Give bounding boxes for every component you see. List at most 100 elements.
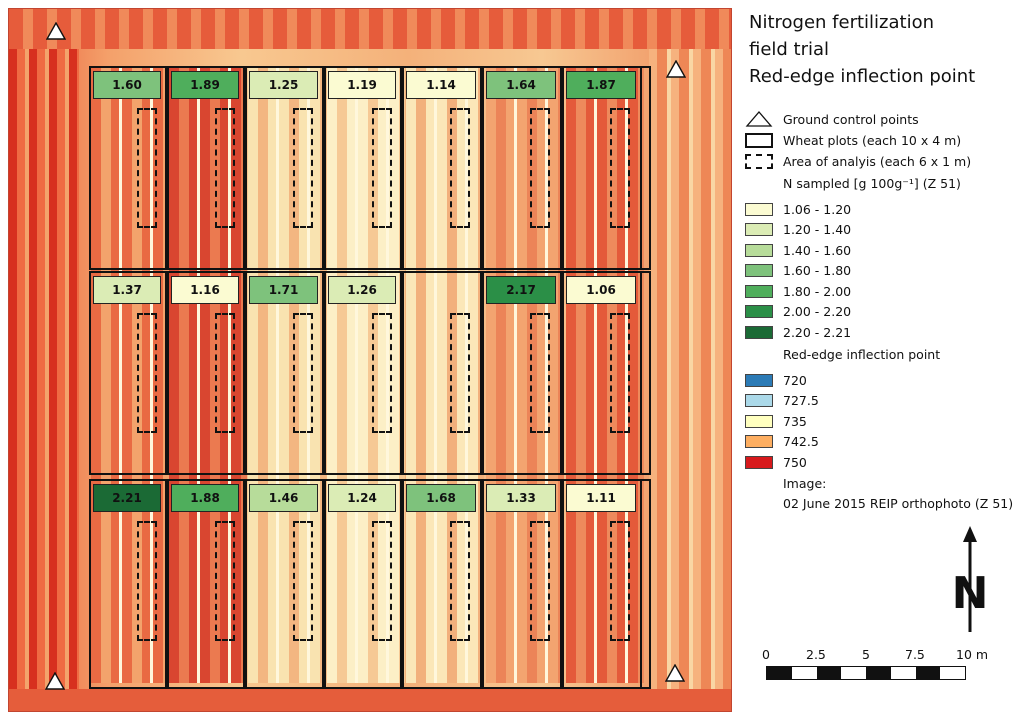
legend-n-class-row: 2.00 - 2.20 — [745, 303, 851, 321]
plot-n-value-label: 2.17 — [486, 276, 556, 304]
north-arrow-icon: N — [952, 526, 989, 632]
plot-n-value-label: 1.46 — [249, 484, 318, 512]
analysis-area — [293, 108, 313, 228]
plot-n-value-label: 1.26 — [328, 276, 396, 304]
legend-n-class-label: 2.20 - 2.21 — [783, 324, 852, 340]
plot-n-value-label: 1.88 — [171, 484, 239, 512]
legend-title-line-3: Red-edge inflection point — [749, 66, 976, 87]
plot-n-value-label: 1.33 — [486, 484, 556, 512]
ground-control-point-icon — [46, 22, 66, 40]
legend-aoa-label: Area of analyis (each 6 x 1 m) — [783, 153, 972, 169]
legend-n-class-label: 1.20 - 1.40 — [783, 222, 852, 237]
legend-n-heading: N sampled [g 100g⁻¹] (Z 51) — [783, 176, 961, 191]
analysis-area — [450, 313, 470, 433]
analysis-area — [215, 521, 235, 641]
right-margin-strip — [649, 49, 731, 689]
legend-n-class-swatch — [745, 223, 773, 236]
wheat-plot — [167, 479, 245, 689]
wheat-plot — [89, 66, 167, 270]
scale-bar — [766, 666, 966, 680]
ground-control-point-icon — [666, 60, 686, 78]
legend-n-class-swatch — [745, 305, 773, 318]
wheat-plot — [562, 479, 642, 689]
plot-n-value-label: 1.14 — [406, 71, 476, 99]
wheat-plot — [402, 479, 482, 689]
plot-n-value-label: 1.24 — [328, 484, 396, 512]
plot-n-value-label: 1.71 — [249, 276, 318, 304]
analysis-area — [137, 521, 157, 641]
legend-n-class-label: 1.06 - 1.20 — [783, 201, 852, 217]
legend-reip-class-swatch — [745, 373, 773, 387]
legend-reip-heading: Red-edge inflection point — [783, 347, 941, 362]
analysis-area — [293, 521, 313, 641]
legend-reip-class-row: 742.5 — [745, 433, 819, 451]
wheat-plot — [324, 66, 402, 270]
field-strip — [327, 67, 405, 683]
wheat-plot — [245, 271, 324, 475]
triangle-icon — [745, 111, 773, 127]
analysis-area — [372, 108, 392, 228]
legend-reip-class-swatch — [745, 455, 773, 469]
scale-tick-4: 10 m — [956, 647, 989, 662]
analysis-area — [530, 313, 550, 433]
analysis-area — [530, 108, 550, 228]
legend-reip-class-row: 750 — [745, 453, 807, 471]
wheat-plot — [167, 66, 245, 270]
legend-reip-class-swatch — [745, 394, 773, 407]
plot-n-value-label: 2.21 — [93, 484, 161, 512]
legend-reip-class-label: 750 — [783, 454, 807, 470]
field-strip — [406, 67, 484, 683]
plot-n-value-label: 1.37 — [93, 276, 161, 304]
wheat-plot — [324, 271, 402, 475]
plot-n-value-label: 1.60 — [93, 71, 161, 99]
field-strip — [566, 67, 644, 683]
north-label: N — [952, 568, 989, 619]
legend-n-class-label: 1.80 - 2.00 — [783, 283, 852, 299]
plot-n-value-label: 1.25 — [249, 71, 318, 99]
legend-n-class-swatch — [745, 284, 773, 298]
top-margin-strip — [9, 9, 731, 49]
legend-n-class-swatch — [745, 264, 773, 277]
legend-reip-class-label: 735 — [783, 413, 807, 429]
legend-image-label: Image: — [783, 476, 827, 491]
legend-n-class-row: 1.06 - 1.20 — [745, 200, 851, 218]
bottom-margin-strip — [9, 689, 731, 711]
wheat-plot — [167, 271, 245, 475]
legend-n-class-swatch — [745, 243, 773, 257]
reip-orthophoto-map: 1.60 1.89 1.25 1.19 1.14 1.64 1.87 1.37 1.16 1.71… — [8, 8, 732, 712]
legend-reip-class-label: 742.5 — [783, 434, 819, 449]
wheat-plot — [562, 271, 642, 475]
legend-reip-class-label: 727.5 — [783, 393, 819, 408]
legend: Nitrogen fertilization field trial Red-e… — [735, 0, 1024, 716]
legend-n-class-row: 1.20 - 1.40 — [745, 221, 851, 239]
legend-reip-class-label: 720 — [783, 372, 807, 388]
plot-n-value-label: 1.19 — [328, 71, 396, 99]
wheat-plot — [482, 66, 562, 270]
analysis-area — [530, 521, 550, 641]
wheat-plot — [402, 66, 482, 270]
legend-title-line-1: Nitrogen fertilization — [749, 12, 935, 33]
analysis-area — [610, 108, 630, 228]
analysis-area — [215, 108, 235, 228]
legend-n-class-row: 2.20 - 2.21 — [745, 323, 851, 341]
solid-box-icon — [745, 132, 773, 148]
legend-reip-class-row: 735 — [745, 412, 807, 430]
plot-n-value-label: 1.68 — [406, 484, 476, 512]
analysis-area — [293, 313, 313, 433]
wheat-plot — [245, 479, 324, 689]
analysis-area — [372, 313, 392, 433]
left-margin-strip — [9, 9, 79, 711]
legend-gcp-row: Ground control points — [745, 110, 919, 128]
scale-tick-0: 0 — [762, 647, 770, 662]
plot-n-value-label: 1.11 — [566, 484, 636, 512]
plot-n-value-label: 1.87 — [566, 71, 636, 99]
ground-control-point-icon — [665, 664, 685, 682]
wheat-plot — [562, 66, 642, 270]
wheat-plot — [245, 66, 324, 270]
plot-n-value-label: 1.16 — [171, 276, 239, 304]
legend-n-class-swatch — [745, 202, 773, 216]
field-strip — [248, 67, 326, 683]
legend-image-desc: 02 June 2015 REIP orthophoto (Z 51) — [783, 496, 1014, 511]
plot-n-value-label: 1.64 — [486, 71, 556, 99]
legend-plots-label: Wheat plots (each 10 x 4 m) — [783, 132, 962, 148]
